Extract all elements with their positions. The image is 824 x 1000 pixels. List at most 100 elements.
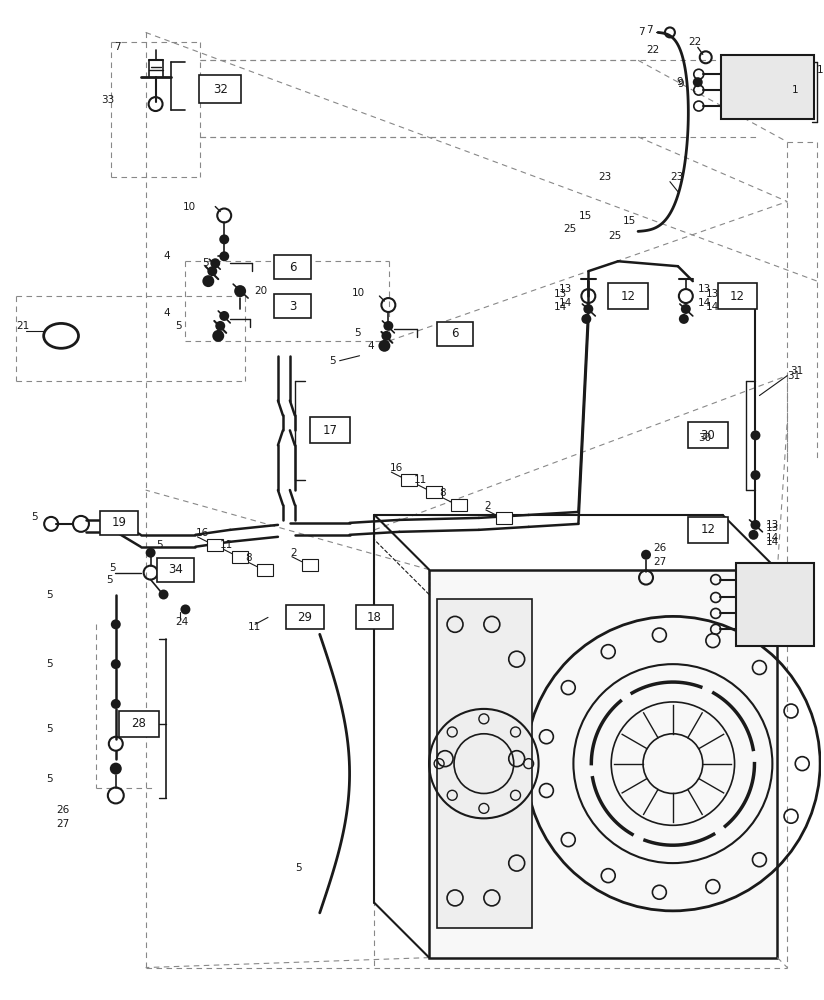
Text: 5: 5 — [46, 774, 53, 784]
Text: 5: 5 — [157, 540, 163, 550]
FancyBboxPatch shape — [688, 422, 728, 448]
Text: 27: 27 — [56, 819, 69, 829]
Circle shape — [213, 330, 224, 342]
FancyBboxPatch shape — [718, 283, 757, 309]
FancyBboxPatch shape — [274, 255, 311, 279]
Text: 13: 13 — [698, 284, 711, 294]
Circle shape — [219, 311, 229, 321]
Text: 22: 22 — [688, 37, 701, 47]
Circle shape — [383, 321, 393, 331]
Bar — [257, 564, 273, 576]
Text: 2: 2 — [290, 548, 297, 558]
Text: 9: 9 — [676, 77, 682, 87]
Circle shape — [110, 619, 121, 629]
Text: 20: 20 — [254, 286, 267, 296]
Text: 12: 12 — [700, 523, 715, 536]
Text: 6: 6 — [452, 327, 459, 340]
Text: 15: 15 — [623, 216, 636, 226]
FancyBboxPatch shape — [721, 55, 814, 119]
Text: 24: 24 — [176, 617, 189, 627]
Text: 5: 5 — [295, 863, 302, 873]
Circle shape — [146, 548, 156, 558]
Text: 6: 6 — [289, 261, 297, 274]
Circle shape — [693, 77, 703, 87]
Text: 16: 16 — [195, 528, 208, 538]
Bar — [302, 559, 318, 571]
Text: 8: 8 — [439, 488, 446, 498]
Text: 21: 21 — [16, 321, 30, 331]
Ellipse shape — [44, 323, 78, 348]
Circle shape — [751, 430, 761, 440]
Circle shape — [679, 314, 689, 324]
Text: 17: 17 — [322, 424, 337, 437]
FancyBboxPatch shape — [274, 294, 311, 318]
Bar — [496, 512, 512, 524]
Text: 4: 4 — [163, 308, 171, 318]
Text: 2: 2 — [484, 501, 490, 511]
Text: 13: 13 — [765, 520, 779, 530]
Circle shape — [378, 340, 391, 352]
Text: 28: 28 — [131, 717, 146, 730]
Text: 30: 30 — [698, 433, 711, 443]
Bar — [426, 486, 442, 498]
Text: 1: 1 — [793, 85, 799, 95]
Bar — [401, 474, 417, 486]
Text: 7: 7 — [114, 42, 120, 52]
Text: 5: 5 — [31, 512, 38, 522]
Text: 5: 5 — [330, 356, 336, 366]
Text: 25: 25 — [608, 231, 621, 241]
Text: 10: 10 — [352, 288, 365, 298]
Text: 11: 11 — [220, 540, 233, 550]
Text: 23: 23 — [598, 172, 611, 182]
Text: 3: 3 — [289, 300, 297, 313]
Circle shape — [110, 763, 122, 775]
Bar — [437, 599, 531, 928]
Bar — [208, 539, 223, 551]
Bar — [429, 570, 777, 958]
Text: 1: 1 — [817, 65, 824, 75]
Circle shape — [219, 251, 229, 261]
Text: 5: 5 — [46, 724, 53, 734]
Circle shape — [641, 550, 651, 560]
FancyBboxPatch shape — [688, 517, 728, 543]
Text: 26: 26 — [653, 543, 667, 553]
Text: 16: 16 — [390, 463, 403, 473]
Text: 5: 5 — [176, 321, 182, 331]
Text: 14: 14 — [554, 302, 567, 312]
Circle shape — [110, 659, 121, 669]
Text: 7: 7 — [638, 27, 644, 37]
Text: 31: 31 — [787, 371, 801, 381]
FancyBboxPatch shape — [100, 511, 138, 535]
Text: 13: 13 — [705, 289, 719, 299]
Text: 5: 5 — [46, 590, 53, 600]
Text: 23: 23 — [670, 172, 683, 182]
Circle shape — [583, 304, 593, 314]
Bar — [451, 499, 467, 511]
Text: 26: 26 — [56, 805, 69, 815]
Circle shape — [158, 590, 169, 599]
Text: 8: 8 — [245, 553, 252, 563]
FancyBboxPatch shape — [119, 711, 158, 737]
Text: 13: 13 — [554, 289, 567, 299]
Circle shape — [203, 275, 214, 287]
Circle shape — [110, 699, 121, 709]
Circle shape — [582, 314, 592, 324]
FancyBboxPatch shape — [199, 75, 241, 103]
FancyBboxPatch shape — [736, 563, 814, 646]
FancyBboxPatch shape — [437, 322, 474, 346]
Text: 27: 27 — [653, 557, 667, 567]
Text: 14: 14 — [559, 298, 572, 308]
Text: 12: 12 — [730, 290, 745, 303]
Text: 5: 5 — [46, 659, 53, 669]
Text: 14: 14 — [765, 533, 779, 543]
Circle shape — [234, 285, 246, 297]
Text: 22: 22 — [646, 45, 659, 55]
FancyBboxPatch shape — [355, 605, 393, 629]
Text: 7: 7 — [646, 25, 653, 35]
FancyBboxPatch shape — [157, 558, 194, 582]
Text: 25: 25 — [564, 224, 577, 234]
FancyBboxPatch shape — [310, 417, 349, 443]
Text: 30: 30 — [700, 429, 715, 442]
Text: 5: 5 — [109, 563, 115, 573]
Text: 12: 12 — [620, 290, 635, 303]
